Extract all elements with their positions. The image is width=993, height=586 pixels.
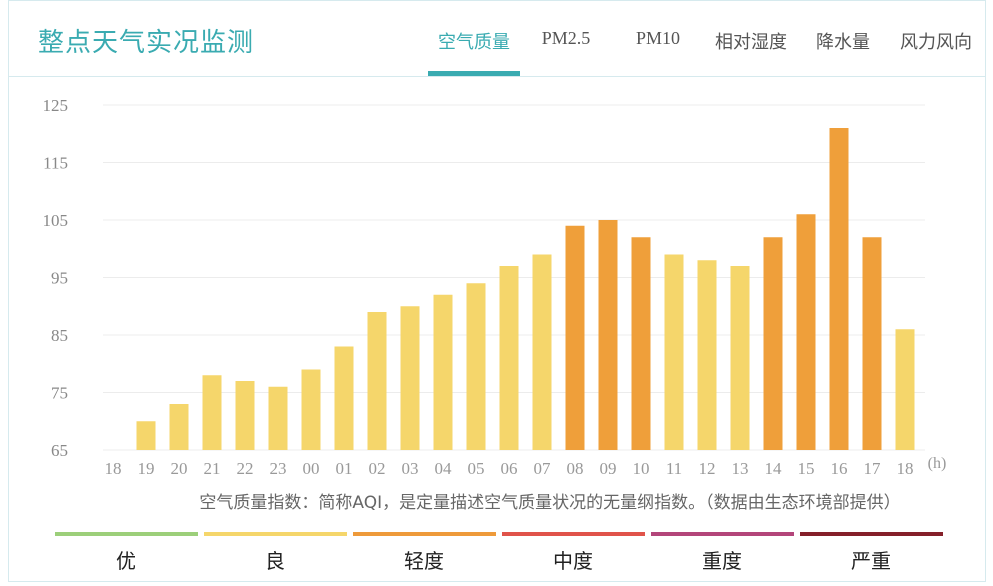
x-tick-label: 14 — [765, 459, 783, 478]
level-bar — [204, 532, 347, 536]
bar — [169, 404, 189, 450]
bar — [334, 346, 354, 450]
level-bar — [651, 532, 794, 536]
x-tick-label: 10 — [633, 459, 650, 478]
x-tick-label: 11 — [666, 459, 682, 478]
tab-humidity[interactable]: 相对湿度 — [715, 32, 787, 52]
level-label: 中度 — [553, 549, 593, 573]
bar — [598, 220, 618, 450]
x-tick-label: 23 — [270, 459, 287, 478]
bar — [829, 128, 849, 450]
header-divider — [8, 76, 986, 77]
tab-wind[interactable]: 风力风向 — [900, 32, 972, 52]
y-tick-label: 75 — [51, 384, 68, 403]
x-tick-label: 01 — [336, 459, 353, 478]
bar — [400, 306, 420, 450]
y-tick-label: 95 — [51, 269, 68, 288]
x-tick-label: 13 — [732, 459, 749, 478]
level-bar — [55, 532, 198, 536]
tab-pm25[interactable]: PM2.5 — [541, 28, 591, 48]
x-tick-label: 07 — [534, 459, 552, 478]
bar — [796, 214, 816, 450]
bar — [466, 283, 486, 450]
aqi-note: 空气质量指数：简称AQI，是定量描述空气质量状况的无量纲指数。（数据由生态环境部… — [199, 493, 901, 513]
bar — [697, 260, 717, 450]
level-label: 重度 — [702, 549, 742, 573]
bar — [433, 294, 453, 450]
x-tick-label: 08 — [567, 459, 584, 478]
x-tick-label: 16 — [831, 459, 848, 478]
bar — [136, 421, 156, 450]
bar — [895, 329, 915, 450]
x-tick-label: 00 — [303, 459, 320, 478]
bar — [664, 254, 684, 450]
x-tick-label: 02 — [369, 459, 386, 478]
tab-pm10[interactable]: PM10 — [635, 28, 681, 48]
bar — [499, 266, 519, 450]
x-tick-label: 04 — [435, 459, 453, 478]
bar — [268, 386, 288, 450]
x-tick-label: 20 — [171, 459, 188, 478]
tab-air-quality[interactable]: 空气质量 — [438, 32, 510, 52]
x-tick-label: 19 — [138, 459, 155, 478]
y-tick-label: 85 — [51, 326, 68, 345]
x-tick-label: 17 — [864, 459, 882, 478]
tab-precipitation[interactable]: 降水量 — [816, 32, 870, 52]
x-tick-label: 22 — [237, 459, 254, 478]
x-tick-label: 03 — [402, 459, 419, 478]
bar — [367, 312, 387, 450]
bar — [532, 254, 552, 450]
level-label: 轻度 — [404, 549, 444, 573]
bar — [565, 225, 585, 450]
bar — [730, 266, 750, 450]
x-tick-label: 21 — [204, 459, 221, 478]
x-tick-label: 12 — [699, 459, 716, 478]
y-tick-label: 115 — [43, 154, 68, 173]
x-tick-label: 09 — [600, 459, 617, 478]
x-tick-label: 18 — [105, 459, 122, 478]
bar — [763, 237, 783, 450]
x-tick-label: 05 — [468, 459, 485, 478]
x-tick-label: 15 — [798, 459, 815, 478]
level-bar — [353, 532, 496, 536]
y-tick-label: 105 — [43, 211, 69, 230]
page-title: 整点天气实况监测 — [38, 28, 255, 58]
x-unit-label: (h) — [928, 455, 947, 472]
active-tab-indicator — [428, 71, 520, 76]
panel — [8, 0, 986, 582]
y-tick-label: 65 — [51, 441, 68, 460]
level-bar — [502, 532, 645, 536]
bar — [301, 369, 321, 450]
bar — [235, 381, 255, 450]
level-label: 良 — [265, 549, 285, 573]
level-label: 严重 — [851, 549, 891, 573]
x-tick-label: 06 — [501, 459, 518, 478]
y-tick-label: 125 — [43, 96, 69, 115]
x-tick-label: 18 — [897, 459, 914, 478]
level-bar — [800, 532, 943, 536]
bar — [631, 237, 651, 450]
bar — [202, 375, 222, 450]
level-label: 优 — [116, 549, 136, 573]
bar — [862, 237, 882, 450]
